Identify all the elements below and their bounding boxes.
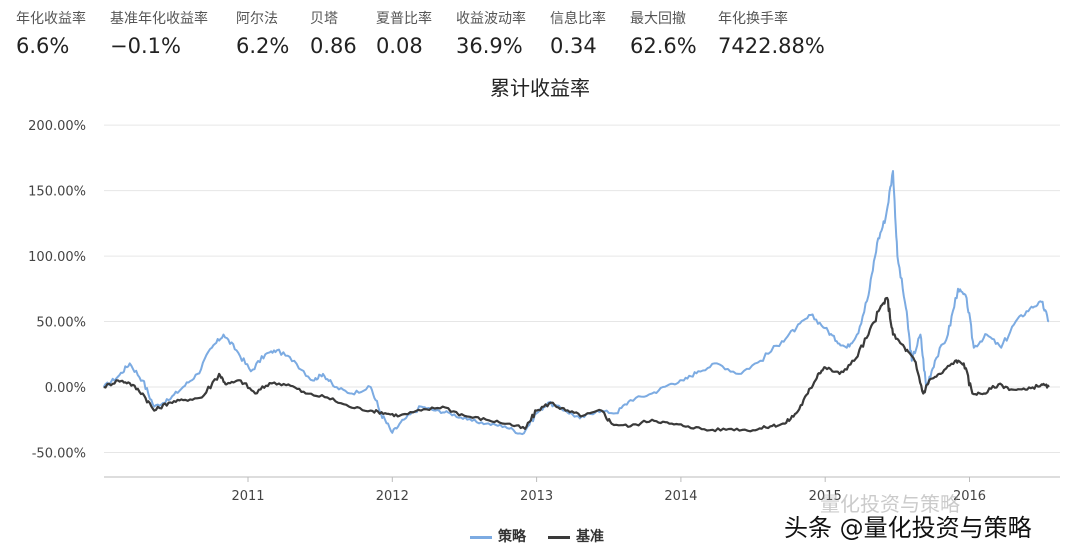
- metric-value: 36.9%: [456, 34, 523, 58]
- metric-6: 信息比率 0.34: [550, 8, 606, 58]
- y-tick-label: 50.00%: [36, 316, 86, 331]
- y-tick-label: 200.00%: [28, 119, 86, 134]
- metric-1: 基准年化收益率 −0.1%: [110, 8, 208, 58]
- metric-value: 6.2%: [236, 34, 290, 58]
- metric-label: 年化换手率: [718, 11, 788, 27]
- metric-label: 基准年化收益率: [110, 11, 208, 27]
- legend-swatch: [548, 535, 570, 539]
- y-tick-label: -50.00%: [32, 446, 86, 461]
- metric-value: 6.6%: [16, 34, 70, 58]
- x-tick-label: 2016: [953, 489, 986, 504]
- metric-value: 62.6%: [630, 34, 697, 58]
- legend-label: 策略: [498, 529, 526, 545]
- y-tick-label: 100.00%: [28, 250, 86, 265]
- metric-2: 阿尔法 6.2%: [236, 8, 289, 58]
- metric-label: 信息比率: [550, 11, 606, 27]
- metric-value: 0.34: [550, 34, 597, 58]
- metric-value: 0.86: [310, 34, 357, 58]
- metric-3: 贝塔 0.86: [310, 8, 357, 58]
- legend-swatch: [470, 535, 492, 539]
- series-line-strategy: [102, 170, 1050, 436]
- metric-value: 0.08: [376, 34, 423, 58]
- y-tick-label: 0.00%: [45, 381, 86, 396]
- watermark-ghost: 量化投资与策略: [820, 492, 960, 516]
- metric-label: 贝塔: [310, 11, 338, 27]
- metric-label: 最大回撤: [630, 11, 686, 27]
- legend: 策略 基准: [470, 526, 626, 546]
- watermark: 头条 @量化投资与策略: [784, 514, 1032, 542]
- metric-label: 阿尔法: [236, 11, 278, 27]
- legend-item[interactable]: 策略: [470, 526, 526, 546]
- legend-label: 基准: [576, 529, 604, 545]
- metric-label: 收益波动率: [456, 11, 526, 27]
- metric-7: 最大回撤 62.6%: [630, 8, 697, 58]
- legend-item[interactable]: 基准: [548, 526, 604, 546]
- x-tick-label: 2014: [664, 489, 697, 504]
- y-tick-label: 150.00%: [28, 185, 86, 200]
- metric-label: 夏普比率: [376, 11, 432, 27]
- metric-value: 7422.88%: [718, 34, 825, 58]
- x-tick-label: 2012: [376, 489, 409, 504]
- chart-title: 累计收益率: [490, 76, 590, 100]
- metric-5: 收益波动率 36.9%: [456, 8, 526, 58]
- x-tick-label: 2015: [809, 489, 842, 504]
- series-line-benchmark: [103, 296, 1050, 433]
- metric-value: −0.1%: [110, 34, 181, 58]
- metrics-bar: 年化收益率 6.6% 基准年化收益率 −0.1% 阿尔法 6.2% 贝塔 0.86 夏普比率 0.…: [0, 0, 1080, 70]
- metric-label: 年化收益率: [16, 11, 86, 27]
- metric-0: 年化收益率 6.6%: [16, 8, 86, 58]
- x-tick-label: 2013: [520, 489, 553, 504]
- metric-8: 年化换手率 7422.88%: [718, 8, 825, 58]
- x-tick-label: 2011: [231, 489, 264, 504]
- metric-4: 夏普比率 0.08: [376, 8, 432, 58]
